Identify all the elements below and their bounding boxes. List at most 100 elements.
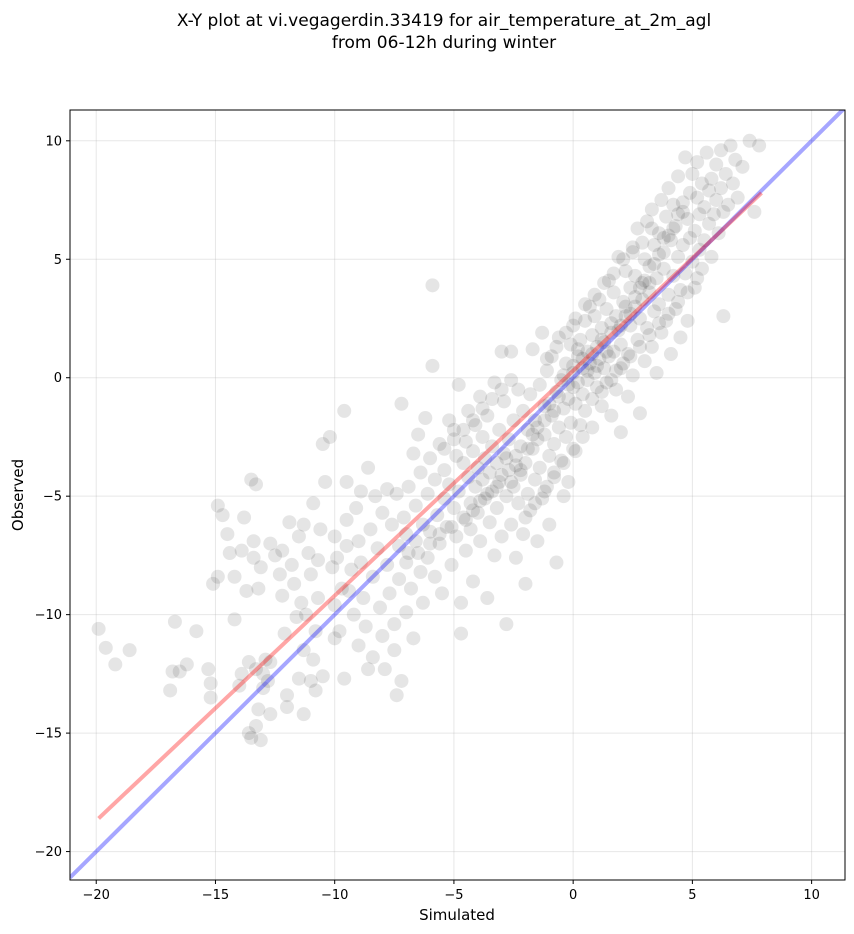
data-point-266: [575, 361, 590, 376]
data-point-457: [632, 339, 647, 354]
data-point-198: [494, 529, 509, 544]
data-point-313: [630, 221, 645, 236]
data-point-330: [652, 226, 666, 241]
data-point-305: [621, 389, 635, 404]
data-point-294: [609, 382, 624, 397]
data-point-464: [518, 510, 533, 525]
data-point-51: [280, 688, 294, 703]
data-point-144: [425, 358, 440, 373]
data-point-95: [351, 638, 366, 653]
data-point-11: [203, 676, 218, 691]
data-point-252: [559, 429, 573, 444]
data-point-138: [418, 411, 433, 425]
data-point-12: [203, 690, 218, 705]
data-point-123: [396, 510, 411, 525]
regression-line: [97, 191, 763, 820]
data-point-280: [592, 351, 607, 366]
data-point-382: [716, 309, 731, 324]
data-point-7: [172, 664, 187, 679]
data-point-404: [561, 377, 576, 392]
data-point-295: [609, 363, 624, 378]
data-point-212: [511, 382, 526, 397]
data-point-374: [704, 249, 719, 264]
data-point-61: [296, 517, 311, 532]
data-point-86: [337, 403, 352, 418]
data-point-222: [523, 503, 538, 518]
data-point-115: [387, 617, 402, 632]
data-point-337: [659, 209, 674, 224]
data-point-205: [504, 517, 519, 532]
data-point-194: [489, 501, 504, 516]
data-point-227: [530, 534, 545, 549]
data-point-237: [542, 448, 557, 463]
data-point-353: [678, 266, 693, 281]
data-point-232: [535, 325, 550, 340]
data-point-381: [716, 204, 731, 219]
data-point-3: [122, 643, 137, 658]
x-tick-label-6: 10: [803, 888, 820, 903]
data-point-261: [568, 444, 583, 459]
data-point-462: [680, 285, 695, 300]
data-point-438: [423, 536, 438, 551]
data-point-77: [322, 429, 337, 444]
data-point-143: [425, 278, 440, 293]
data-point-369: [697, 233, 712, 248]
data-point-230: [532, 460, 547, 475]
data-point-277: [587, 309, 602, 324]
data-point-85: [337, 671, 352, 686]
data-point-5: [165, 664, 180, 679]
x-tick-label-0: −20: [83, 888, 110, 903]
data-point-197: [494, 344, 509, 359]
data-point-328: [649, 365, 664, 380]
data-point-460: [661, 306, 676, 321]
data-point-127: [401, 546, 416, 561]
data-point-257: [566, 365, 581, 380]
data-point-358: [685, 166, 700, 181]
data-point-423: [652, 247, 666, 262]
data-point-393: [504, 474, 519, 489]
data-point-226: [528, 413, 542, 428]
data-point-160: [449, 529, 464, 544]
grid: [70, 110, 845, 880]
data-point-439: [411, 546, 426, 561]
data-point-174: [466, 574, 480, 589]
data-point-64: [301, 546, 316, 561]
data-point-303: [618, 309, 633, 324]
scatter-points: [91, 133, 767, 748]
data-point-119: [392, 538, 407, 553]
data-point-132: [408, 534, 423, 549]
data-point-178: [470, 460, 485, 475]
data-point-141: [423, 451, 438, 466]
data-point-148: [432, 437, 447, 452]
data-point-241: [547, 437, 562, 452]
data-point-354: [680, 211, 695, 226]
data-point-33: [249, 662, 263, 677]
data-point-151: [437, 463, 452, 478]
data-point-433: [473, 493, 488, 508]
data-point-318: [637, 354, 652, 369]
data-point-389: [735, 159, 750, 174]
data-point-170: [461, 403, 476, 418]
data-point-208: [506, 413, 521, 428]
data-point-211: [511, 496, 526, 511]
data-point-422: [647, 257, 662, 271]
data-point-214: [513, 467, 528, 482]
data-point-240: [544, 349, 559, 364]
data-point-49: [275, 588, 290, 603]
data-point-21: [232, 678, 247, 693]
data-point-264: [573, 332, 588, 347]
data-point-362: [690, 190, 705, 205]
data-point-234: [537, 427, 552, 442]
data-point-434: [466, 503, 480, 518]
y-tick-label-3: −5: [43, 490, 62, 505]
data-point-449: [616, 252, 631, 267]
data-point-357: [683, 230, 697, 245]
data-point-296: [611, 323, 626, 338]
data-point-113: [382, 586, 397, 601]
data-point-182: [475, 429, 490, 444]
data-point-233: [537, 399, 552, 414]
data-point-304: [621, 347, 635, 362]
data-point-67: [306, 496, 321, 511]
data-point-30: [246, 534, 261, 549]
data-point-286: [599, 375, 614, 390]
